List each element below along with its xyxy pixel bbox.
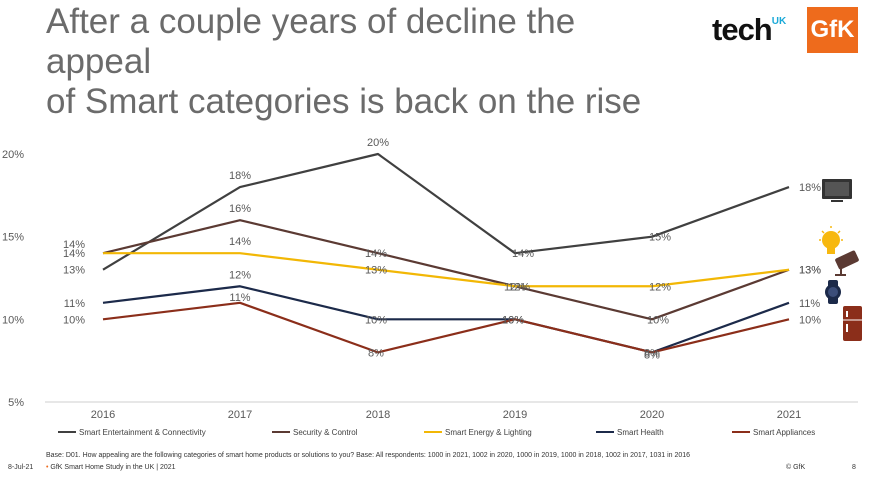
- fridge-icon: [843, 306, 862, 341]
- page-title: After a couple years of decline the appe…: [46, 2, 686, 122]
- point-label: 12%: [504, 281, 526, 293]
- x-tick-label: 2016: [91, 409, 115, 421]
- footer-page-number: 8: [852, 464, 856, 471]
- x-tick-label: 2020: [640, 409, 664, 421]
- point-label: 15%: [649, 232, 671, 244]
- point-label: 11%: [229, 292, 250, 304]
- legend-label: Smart Energy & Lighting: [445, 428, 532, 437]
- camera-icon: [835, 250, 859, 276]
- techuk-logo-uk: UK: [771, 16, 787, 27]
- point-label: 20%: [367, 137, 389, 149]
- point-label: 16%: [229, 203, 251, 215]
- point-label: 10%: [799, 314, 821, 326]
- title-line-2: of Smart categories is back on the rise: [46, 82, 642, 121]
- point-label: 8%: [644, 349, 660, 361]
- footer-date: 8-Jul-21: [8, 464, 34, 471]
- series-line-1: [102, 219, 790, 321]
- point-label: 8%: [368, 347, 384, 359]
- footer-copyright: © GfK: [786, 464, 806, 471]
- point-label: 10%: [502, 314, 524, 326]
- point-label: 13%: [799, 265, 821, 277]
- point-label: 12%: [229, 269, 251, 281]
- chart-legend: Smart Entertainment & Connectivity Securi…: [58, 428, 815, 437]
- watch-icon: [825, 280, 841, 304]
- line-chart: 5% 10% 15% 20% 2016 2017 2018 2019 2020 2021 13% 1…: [2, 137, 862, 437]
- series-line-0: [102, 152, 790, 271]
- x-tick-label: 2021: [777, 409, 801, 421]
- x-tick-label: 2017: [228, 409, 252, 421]
- legend-label: Smart Appliances: [753, 428, 815, 437]
- series-lines: [102, 152, 790, 354]
- techuk-logo: techUK: [712, 12, 786, 52]
- point-labels: 13%18%20%14%15%18%14%16%14%12%10%13%14%1…: [63, 137, 821, 361]
- point-label: 13%: [799, 265, 821, 277]
- footer-dot-icon: •: [46, 464, 49, 471]
- series-line-3: [102, 285, 790, 354]
- legend-label: Security & Control: [293, 428, 358, 437]
- gfk-logo: GfK: [807, 7, 858, 53]
- techuk-logo-text: tech: [712, 12, 773, 47]
- legend-label: Smart Entertainment & Connectivity: [79, 428, 206, 437]
- point-label: 13%: [365, 265, 387, 277]
- point-label: 14%: [229, 236, 251, 248]
- point-label: 10%: [647, 314, 669, 326]
- point-label: 12%: [508, 281, 530, 293]
- y-tick-label: 10%: [2, 314, 24, 326]
- point-label: 14%: [63, 239, 85, 251]
- point-label: 12%: [649, 281, 671, 293]
- footer-study: • GfK Smart Home Study in the UK | 2021: [46, 464, 176, 471]
- point-label: 18%: [799, 182, 821, 194]
- series-line-2: [103, 252, 790, 288]
- legend-label: Smart Health: [617, 428, 664, 437]
- title-line-1: After a couple years of decline the appe…: [46, 2, 576, 81]
- chart-axes: 5% 10% 15% 20% 2016 2017 2018 2019 2020 2021: [2, 149, 858, 421]
- point-label: 14%: [63, 248, 85, 260]
- point-label: 11%: [64, 298, 85, 310]
- tv-icon: [822, 179, 852, 202]
- footer-study-text: GfK Smart Home Study in the UK | 2021: [50, 464, 176, 471]
- point-label: 11%: [799, 298, 820, 310]
- base-note: Base: D01. How appealing are the followi…: [46, 452, 691, 459]
- y-tick-label: 20%: [2, 149, 24, 161]
- point-label: 14%: [512, 248, 534, 260]
- y-tick-label: 15%: [2, 232, 24, 244]
- series-line-4: [102, 301, 790, 354]
- x-tick-label: 2019: [503, 409, 527, 421]
- point-label: 14%: [365, 248, 387, 260]
- point-label: 10%: [63, 314, 85, 326]
- category-icons: [819, 179, 862, 341]
- point-label: 13%: [63, 265, 85, 277]
- x-tick-label: 2018: [366, 409, 390, 421]
- bulb-icon: [819, 226, 843, 254]
- point-label: 10%: [365, 314, 387, 326]
- point-label: 18%: [229, 170, 251, 182]
- point-label: 10%: [502, 314, 524, 326]
- y-tick-label: 5%: [8, 397, 24, 409]
- point-label: 8%: [644, 347, 660, 359]
